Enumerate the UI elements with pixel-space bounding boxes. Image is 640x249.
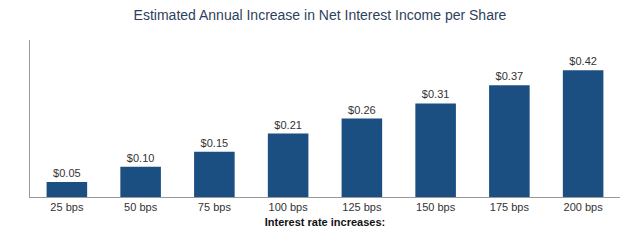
svg-text:Interest rate increases:: Interest rate increases: (265, 216, 385, 228)
svg-text:$0.21: $0.21 (274, 119, 302, 131)
svg-text:100 bps: 100 bps (269, 201, 309, 213)
svg-text:$0.10: $0.10 (127, 152, 155, 164)
svg-text:175 bps: 175 bps (490, 201, 530, 213)
svg-text:75 bps: 75 bps (198, 201, 232, 213)
svg-text:$0.42: $0.42 (569, 55, 597, 67)
svg-text:$0.37: $0.37 (496, 70, 524, 82)
svg-text:$0.15: $0.15 (201, 137, 229, 149)
svg-text:$0.05: $0.05 (53, 167, 81, 179)
svg-text:200 bps: 200 bps (564, 201, 604, 213)
svg-text:$0.26: $0.26 (348, 104, 376, 116)
svg-text:150 bps: 150 bps (416, 201, 456, 213)
svg-text:Estimated Annual Increase in N: Estimated Annual Increase in Net Interes… (134, 7, 507, 23)
svg-text:50 bps: 50 bps (124, 201, 158, 213)
svg-text:25 bps: 25 bps (50, 201, 84, 213)
svg-text:$0.31: $0.31 (422, 88, 450, 100)
svg-text:125 bps: 125 bps (342, 201, 382, 213)
